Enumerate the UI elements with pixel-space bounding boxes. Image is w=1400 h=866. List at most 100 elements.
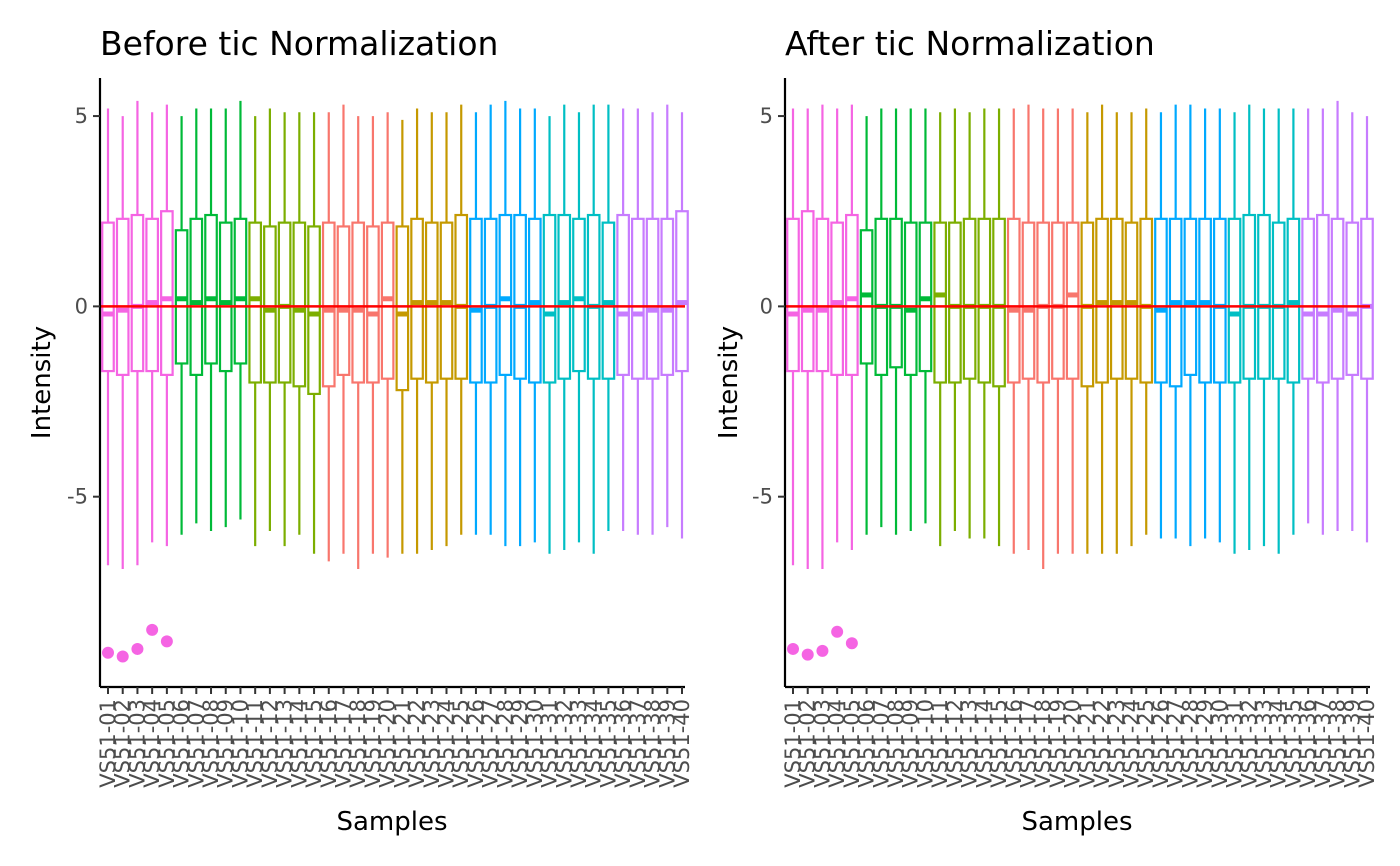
x-tick-label: VS51-29 bbox=[508, 699, 532, 788]
box-VS51-35 bbox=[1286, 108, 1301, 535]
y-tick-label: 0 bbox=[75, 294, 88, 318]
x-tick-label: VS51-25 bbox=[449, 699, 473, 788]
outlier-point bbox=[116, 650, 129, 663]
box-VS51-28 bbox=[1183, 104, 1198, 547]
box-VS51-09 bbox=[903, 108, 918, 531]
x-tick-label: VS51-23 bbox=[420, 699, 444, 788]
box-iqr bbox=[1021, 221, 1036, 380]
box-VS51-32 bbox=[557, 104, 572, 550]
x-tick-label: VS51-14 bbox=[287, 699, 311, 788]
x-tick-label: VS51-30 bbox=[523, 699, 547, 788]
x-tick-label: VS51-32 bbox=[552, 699, 576, 788]
box-iqr bbox=[1139, 217, 1154, 384]
x-tick-label: VS51-05 bbox=[155, 699, 179, 788]
outlier-point bbox=[801, 648, 814, 661]
box-VS51-06 bbox=[859, 116, 874, 535]
x-tick-label: VS51-01 bbox=[781, 699, 805, 788]
outlier-point bbox=[102, 646, 114, 659]
box-VS51-19 bbox=[1051, 108, 1065, 554]
x-tick-label: VS51-25 bbox=[1134, 699, 1158, 788]
box-VS51-02 bbox=[800, 108, 815, 570]
box-iqr bbox=[830, 221, 844, 376]
x-tick-label: VS51-19 bbox=[361, 699, 385, 788]
box-VS51-07 bbox=[874, 108, 889, 528]
box-iqr bbox=[542, 213, 557, 384]
x-tick-label: VS51-17 bbox=[331, 699, 355, 788]
box-iqr bbox=[1065, 221, 1080, 380]
outlier-point bbox=[787, 642, 799, 655]
box-iqr bbox=[1271, 221, 1286, 380]
x-tick-label: VS51-39 bbox=[1340, 699, 1364, 788]
box-iqr bbox=[307, 225, 321, 396]
box-iqr bbox=[248, 221, 263, 384]
x-tick-label: VS51-04 bbox=[140, 699, 164, 788]
box-iqr bbox=[115, 217, 130, 376]
box-VS51-27 bbox=[483, 104, 498, 535]
box-VS51-04 bbox=[145, 112, 159, 543]
box-VS51-01 bbox=[786, 108, 800, 566]
box-iqr bbox=[483, 217, 498, 384]
box-VS51-07 bbox=[189, 108, 204, 524]
box-iqr bbox=[1006, 217, 1021, 384]
box-iqr bbox=[1154, 217, 1168, 384]
box-iqr bbox=[889, 217, 903, 369]
box-VS51-13 bbox=[277, 112, 292, 547]
outlier-point bbox=[831, 625, 844, 638]
box-VS51-31 bbox=[1227, 112, 1242, 554]
y-axis-title: Intensity bbox=[27, 326, 57, 439]
box-iqr bbox=[1301, 217, 1315, 380]
x-tick-label: VS51-28 bbox=[1178, 699, 1202, 788]
box-iqr bbox=[1316, 213, 1330, 384]
box-iqr bbox=[189, 217, 204, 376]
box-VS51-14 bbox=[977, 108, 992, 539]
y-axis-title: Intensity bbox=[714, 326, 744, 439]
x-tick-label: VS51-07 bbox=[184, 699, 208, 788]
box-VS51-29 bbox=[513, 108, 527, 547]
outlier-point bbox=[160, 635, 173, 648]
box-VS51-38 bbox=[1330, 100, 1345, 531]
outlier-point bbox=[146, 623, 159, 636]
x-tick-label: VS51-20 bbox=[376, 699, 400, 788]
x-tick-label: VS51-11 bbox=[928, 699, 952, 788]
x-tick-label: VS51-34 bbox=[1267, 699, 1291, 788]
box-VS51-36 bbox=[616, 108, 630, 531]
box-iqr bbox=[1051, 221, 1065, 380]
x-axis-title: Samples bbox=[1021, 807, 1132, 837]
box-iqr bbox=[321, 221, 336, 388]
x-tick-label: VS51-21 bbox=[390, 699, 414, 788]
x-tick-label: VS51-09 bbox=[214, 699, 238, 788]
box-iqr bbox=[675, 210, 689, 373]
x-tick-label: VS51-06 bbox=[170, 699, 194, 788]
x-tick-label: VS51-34 bbox=[582, 699, 606, 788]
box-iqr bbox=[204, 213, 218, 365]
box-iqr bbox=[1257, 213, 1271, 380]
x-axis-title: Samples bbox=[336, 807, 447, 837]
box-VS51-18 bbox=[1036, 108, 1051, 570]
box-VS51-16 bbox=[321, 112, 336, 562]
box-iqr bbox=[815, 217, 830, 373]
box-VS51-08 bbox=[204, 108, 218, 531]
x-tick-label: VS51-27 bbox=[479, 699, 503, 788]
x-tick-label: VS51-31 bbox=[1223, 699, 1247, 788]
box-iqr bbox=[903, 221, 918, 376]
x-tick-label: VS51-03 bbox=[125, 699, 149, 788]
box-VS51-29 bbox=[1198, 108, 1212, 539]
x-tick-label: VS51-33 bbox=[1252, 699, 1276, 788]
box-VS51-33 bbox=[1257, 108, 1271, 547]
box-VS51-32 bbox=[1242, 104, 1257, 550]
x-tick-label: VS51-40 bbox=[1355, 699, 1379, 788]
x-tick-label: VS51-35 bbox=[1281, 699, 1305, 788]
box-iqr bbox=[1183, 217, 1198, 376]
box-VS51-11 bbox=[933, 112, 948, 547]
y-tick-label: -5 bbox=[752, 485, 773, 509]
x-tick-label: VS51-02 bbox=[111, 699, 135, 788]
box-iqr bbox=[1212, 217, 1227, 384]
box-VS51-22 bbox=[1095, 104, 1109, 554]
box-VS51-31 bbox=[542, 116, 557, 554]
box-VS51-04 bbox=[830, 108, 844, 543]
x-tick-label: VS51-24 bbox=[435, 699, 459, 788]
box-iqr bbox=[1109, 217, 1124, 380]
box-iqr bbox=[962, 217, 977, 380]
x-tick-label: VS51-18 bbox=[1031, 699, 1055, 788]
box-iqr bbox=[395, 225, 410, 392]
